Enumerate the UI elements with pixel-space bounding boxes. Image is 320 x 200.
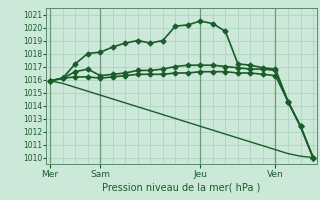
X-axis label: Pression niveau de la mer( hPa ): Pression niveau de la mer( hPa ) [102,183,261,193]
